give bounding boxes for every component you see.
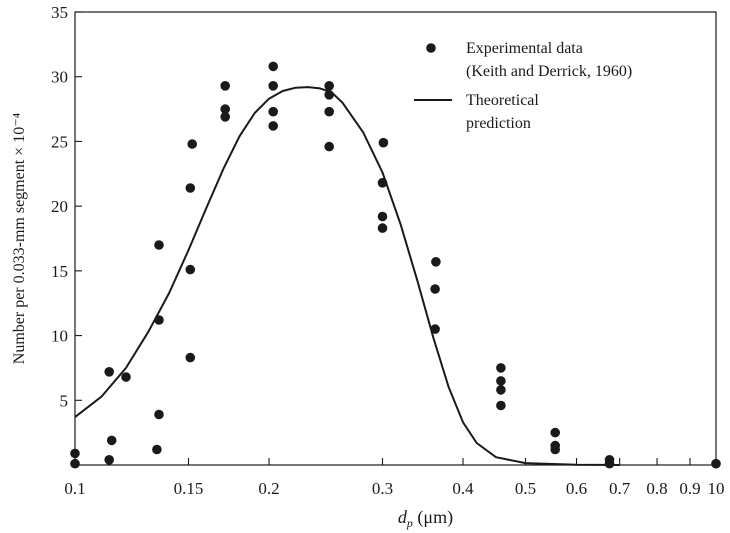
legend-label-experimental-line-2: (Keith and Derrick, 1960)	[466, 63, 632, 80]
legend: Experimental data (Keith and Derrick, 19…	[414, 40, 632, 132]
legend-label-theoretical-line-1: Theoretical	[466, 92, 539, 109]
experimental-data-point	[378, 212, 388, 222]
legend-label-experimental-line-1: Experimental data	[466, 40, 583, 57]
experimental-data-point	[220, 112, 230, 122]
experimental-data-point	[496, 401, 506, 411]
x-axis-title: dp (μm)	[398, 507, 453, 530]
y-tick-label: 15	[51, 262, 68, 281]
x-tick-label: 0.9	[679, 479, 700, 498]
experimental-data-point	[268, 62, 278, 72]
experimental-data-point	[268, 121, 278, 131]
experimental-data-point	[186, 353, 196, 363]
series	[70, 62, 721, 469]
y-tick-label: 35	[51, 3, 68, 22]
experimental-data-point	[187, 139, 197, 149]
x-axis-title-subscript: p	[406, 516, 413, 530]
theoretical-prediction-line	[75, 87, 620, 465]
experimental-data-point	[121, 372, 131, 382]
y-tick-label: 30	[51, 68, 68, 87]
experimental-data-point	[70, 449, 80, 459]
legend-label-theoretical-line-2: prediction	[466, 115, 531, 132]
y-tick-label: 20	[51, 197, 68, 216]
experimental-data-point	[152, 445, 162, 455]
experimental-data-point	[104, 455, 114, 465]
experimental-data-point	[107, 436, 117, 446]
experimental-data-point	[154, 240, 164, 250]
y-tick-label: 5	[60, 391, 69, 410]
y-axis-title: Number per 0.033-mm segment × 10⁻⁴	[11, 112, 28, 364]
experimental-data-point	[496, 376, 506, 386]
x-tick-label: 0.5	[515, 479, 536, 498]
experimental-data-point	[496, 363, 506, 373]
experimental-data-point	[550, 428, 560, 438]
x-tick-label: 0.15	[174, 479, 204, 498]
experimental-data-point	[268, 107, 278, 117]
x-tick-label: 0.6	[566, 479, 587, 498]
experimental-data-point	[550, 445, 560, 455]
experimental-data-point	[378, 223, 388, 233]
experimental-data-point	[430, 284, 440, 294]
experimental-data-point	[104, 367, 114, 377]
experimental-data-point	[154, 410, 164, 420]
experimental-data-point	[186, 183, 196, 193]
experimental-data-point	[220, 81, 230, 91]
experimental-data-point	[324, 107, 334, 117]
x-tick-label: 10	[708, 479, 725, 498]
experimental-data-point	[324, 81, 334, 91]
legend-marker-experimental	[426, 43, 436, 53]
experimental-data-point	[70, 459, 80, 469]
x-tick-label: 0.3	[372, 479, 393, 498]
experimental-data-point	[605, 459, 615, 469]
experimental-data-point	[268, 81, 278, 91]
x-tick-label: 0.1	[64, 479, 85, 498]
y-tick-label: 10	[51, 327, 68, 346]
x-tick-label: 0.7	[609, 479, 631, 498]
x-tick-label: 0.4	[452, 479, 474, 498]
x-axis-title-unit: (μm)	[413, 507, 453, 528]
experimental-data-point	[431, 257, 441, 267]
experimental-data-point	[324, 142, 334, 152]
experimental-data-point	[496, 385, 506, 395]
experimental-data-point	[379, 138, 389, 148]
x-tick-label: 0.2	[258, 479, 279, 498]
experimental-data-point	[186, 265, 196, 275]
experimental-data-point	[711, 459, 721, 469]
x-tick-label: 0.8	[646, 479, 667, 498]
y-tick-label: 25	[51, 132, 68, 151]
